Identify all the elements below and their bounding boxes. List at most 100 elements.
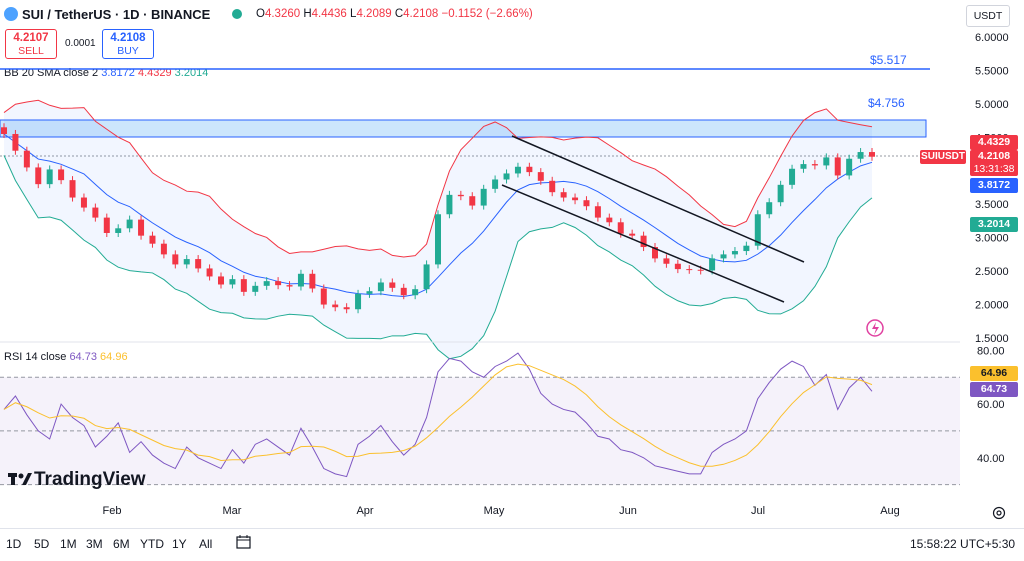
candle[interactable]: [149, 235, 156, 244]
date-range-icon[interactable]: [236, 534, 252, 550]
candle[interactable]: [252, 285, 259, 292]
candle[interactable]: [834, 157, 841, 176]
candle[interactable]: [594, 206, 601, 218]
sell-button[interactable]: 4.2107 SELL: [5, 29, 57, 59]
timeframe-6m[interactable]: 6M: [113, 537, 130, 551]
candle[interactable]: [492, 179, 499, 189]
timeframe-1m[interactable]: 1M: [60, 537, 77, 551]
candle[interactable]: [115, 228, 122, 233]
currency-selector[interactable]: USDT: [966, 5, 1010, 27]
candle[interactable]: [423, 264, 430, 290]
candle[interactable]: [1, 127, 7, 134]
candle[interactable]: [800, 164, 807, 169]
price-chart[interactable]: $5.517 $4.756 1.50002.00002.50003.00003.…: [0, 0, 1024, 528]
candle[interactable]: [69, 180, 76, 198]
candle[interactable]: [777, 184, 784, 203]
candle[interactable]: [549, 180, 556, 193]
candle[interactable]: [80, 197, 87, 208]
candle[interactable]: [12, 133, 19, 151]
candle[interactable]: [240, 279, 247, 292]
candle[interactable]: [412, 289, 419, 296]
candle[interactable]: [629, 233, 636, 236]
candle[interactable]: [869, 152, 875, 157]
candle[interactable]: [58, 169, 65, 181]
flash-icon[interactable]: [866, 319, 884, 337]
candle[interactable]: [23, 150, 30, 168]
candle[interactable]: [126, 219, 133, 229]
candle[interactable]: [46, 169, 53, 185]
candle[interactable]: [789, 168, 796, 185]
candle[interactable]: [206, 268, 213, 277]
channel-upper-line[interactable]: [511, 135, 805, 263]
candle[interactable]: [309, 273, 316, 289]
candle[interactable]: [160, 243, 167, 255]
candle[interactable]: [275, 281, 282, 286]
candle[interactable]: [526, 166, 533, 173]
candle[interactable]: [435, 214, 441, 265]
resistance-zone[interactable]: [0, 119, 927, 138]
candle[interactable]: [389, 282, 396, 288]
timeframe-all[interactable]: All: [199, 537, 213, 551]
rsi-ma-line[interactable]: [3, 363, 873, 467]
timeframe-5d[interactable]: 5D: [34, 537, 50, 551]
candle[interactable]: [503, 173, 510, 180]
candle[interactable]: [138, 219, 145, 236]
candle[interactable]: [857, 152, 864, 159]
candle[interactable]: [446, 194, 453, 215]
utc-clock[interactable]: 15:58:22 UTC+5:30: [910, 537, 1016, 551]
candle[interactable]: [811, 164, 818, 166]
candle[interactable]: [195, 259, 202, 269]
candle[interactable]: [674, 263, 681, 270]
candle[interactable]: [686, 269, 693, 271]
symbol-logo-icon[interactable]: [4, 7, 18, 21]
candle[interactable]: [229, 279, 236, 285]
candle[interactable]: [640, 235, 647, 248]
candle[interactable]: [35, 167, 42, 185]
symbol-title[interactable]: SUI / TetherUS · 1D · BINANCE: [22, 7, 211, 22]
candle[interactable]: [537, 172, 544, 181]
candle[interactable]: [731, 251, 738, 255]
bb-basis-line[interactable]: [3, 133, 873, 297]
candle[interactable]: [457, 194, 464, 197]
timeframe-1d[interactable]: 1D: [6, 537, 22, 551]
candle[interactable]: [172, 254, 179, 265]
candle[interactable]: [720, 254, 727, 259]
candle[interactable]: [332, 304, 339, 308]
candle[interactable]: [606, 217, 613, 223]
candle[interactable]: [754, 214, 761, 246]
candle[interactable]: [92, 207, 99, 218]
candle[interactable]: [743, 245, 750, 252]
tradingview-logo[interactable]: TradingView: [8, 469, 146, 491]
candle[interactable]: [480, 188, 487, 206]
candle[interactable]: [617, 222, 624, 234]
candle[interactable]: [183, 259, 190, 265]
settings-icon[interactable]: [992, 506, 1006, 520]
candle[interactable]: [560, 192, 567, 198]
candle[interactable]: [355, 293, 362, 310]
candle[interactable]: [286, 285, 293, 287]
candle[interactable]: [572, 197, 579, 201]
candle[interactable]: [377, 282, 384, 292]
timeframe-1y[interactable]: 1Y: [172, 537, 187, 551]
candle[interactable]: [652, 247, 658, 259]
candle[interactable]: [697, 269, 704, 271]
channel-lower-line[interactable]: [501, 184, 785, 303]
candle[interactable]: [514, 166, 521, 174]
candle[interactable]: [400, 287, 407, 296]
buy-button[interactable]: 4.2108 BUY: [102, 29, 154, 59]
candle[interactable]: [297, 273, 304, 287]
bb-legend[interactable]: BB 20 SMA close 2 3.8172 4.4329 3.2014: [4, 67, 208, 79]
candle[interactable]: [766, 202, 773, 215]
timeframe-3m[interactable]: 3M: [86, 537, 103, 551]
rsi-legend[interactable]: RSI 14 close 64.73 64.96: [4, 351, 128, 363]
candle[interactable]: [263, 281, 270, 286]
rsi-line[interactable]: [3, 352, 873, 478]
candle[interactable]: [846, 158, 853, 176]
candle[interactable]: [343, 307, 350, 310]
candle[interactable]: [583, 200, 590, 207]
bb-lower-band[interactable]: [3, 155, 873, 360]
candle[interactable]: [823, 157, 830, 166]
candle[interactable]: [103, 217, 110, 233]
candle[interactable]: [709, 258, 716, 271]
candle[interactable]: [320, 288, 327, 305]
